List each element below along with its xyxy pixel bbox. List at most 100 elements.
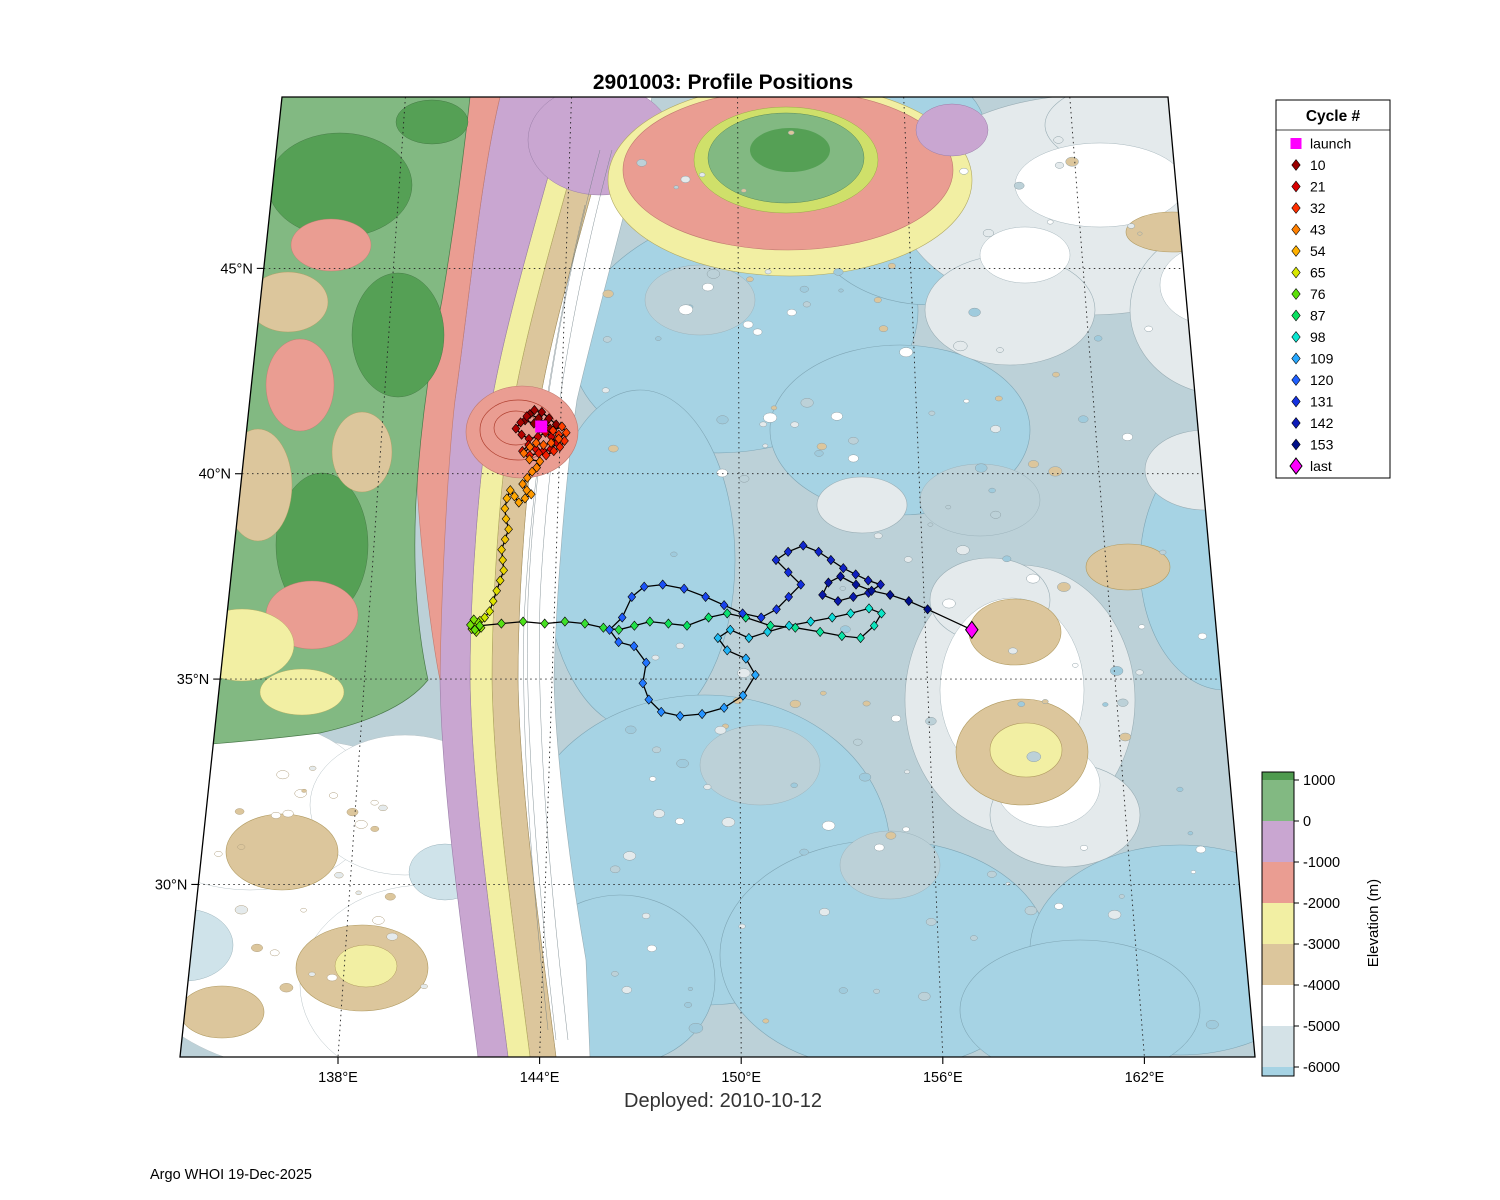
profile-marker (641, 657, 651, 668)
seafloor-speckle (673, 185, 679, 190)
seafloor-speckle (1054, 902, 1064, 910)
seafloor-speckle (1028, 460, 1039, 469)
seafloor-speckle (608, 444, 619, 453)
legend-launch-marker (1290, 138, 1302, 149)
profile-marker (627, 591, 637, 602)
legend-item-label: 76 (1310, 286, 1326, 302)
seafloor-speckle (721, 817, 736, 828)
profile-marker (499, 565, 508, 576)
seafloor-speckle (355, 890, 362, 895)
seafloor-speckle (1176, 786, 1184, 792)
profile-marker (771, 554, 781, 566)
colorbar-frame (1261, 771, 1295, 1077)
seafloor-speckle (279, 983, 294, 993)
profile-marker (772, 604, 781, 615)
seafloor-speckle (1052, 371, 1060, 378)
seafloor-speckle (1072, 662, 1079, 668)
seafloor-speckle (799, 848, 809, 856)
seafloor-speckle (1190, 870, 1196, 874)
seafloor-speckle (737, 668, 751, 678)
profile-marker (885, 589, 895, 600)
meridian-gridline (903, 97, 944, 1057)
seafloor-speckle (641, 912, 651, 919)
profile-marker (814, 546, 823, 557)
seafloor-speckle (790, 782, 798, 788)
seafloor-speckle (214, 851, 223, 857)
profile-marker (525, 454, 534, 465)
profile-marker (526, 489, 536, 500)
profile-marker (466, 619, 475, 630)
colorbar-body: 1000 0 -1000 -2000 -3000 -4000 -5000 -6000 (1261, 771, 1340, 1077)
seafloor-speckle (802, 301, 811, 308)
profile-marker (876, 579, 885, 590)
profile-marker (815, 626, 825, 637)
seafloor-speckle (1195, 845, 1206, 854)
seafloor-speckle (309, 765, 317, 771)
seafloor-speckle (234, 905, 249, 915)
y-tick-label: 45°N (220, 261, 252, 277)
seafloor-speckle (675, 817, 685, 825)
y-tick-label: 35°N (177, 672, 209, 688)
seafloor-speckle (904, 769, 911, 774)
profile-marker (540, 618, 549, 629)
profile-marker (756, 612, 766, 623)
profile-marker (488, 596, 498, 607)
seamount-speckles (214, 130, 1219, 1034)
profile-marker (675, 710, 685, 722)
seafloor-speckle (372, 916, 385, 925)
float-track (466, 405, 979, 722)
seafloor-speckle (848, 436, 859, 445)
seafloor-speckle (1017, 701, 1026, 707)
profile-marker (511, 423, 521, 434)
seafloor-speckle (611, 971, 619, 977)
profile-marker (704, 612, 713, 623)
profile-marker (500, 503, 510, 514)
legend-marker (1291, 395, 1301, 408)
seafloor-speckle (354, 820, 368, 829)
profile-marker (525, 441, 535, 453)
x-tick-label: 162°E (1125, 1070, 1165, 1086)
profile-marker (726, 624, 735, 635)
basin-patches (644, 264, 1041, 900)
colorbar-tick-label: -5000 (1303, 1019, 1340, 1035)
profile-marker (510, 491, 519, 502)
seafloor-speckle (1053, 136, 1064, 144)
seafloor-speckle (623, 851, 637, 861)
colorbar-tick-label: 0 (1303, 814, 1311, 830)
seafloor-speckle (1046, 219, 1054, 225)
profile-marker (539, 439, 548, 451)
profile-marker (904, 596, 914, 607)
profile-marker (639, 581, 649, 592)
seafloor-speckle (918, 991, 931, 1001)
colorbar-tick-label: -3000 (1303, 937, 1340, 953)
profile-marker (516, 417, 525, 428)
seafloor-speckle (276, 770, 290, 780)
rise-bank-crest (989, 722, 1063, 778)
profile-marker (824, 577, 833, 588)
profile-marker (664, 618, 673, 629)
seafloor-speckle (703, 784, 712, 790)
profile-marker (506, 485, 515, 496)
seafloor-speckle (838, 288, 844, 293)
seafloor-speckle (714, 725, 727, 735)
colorbar-tick-label: -4000 (1303, 978, 1340, 994)
legend-marker (1291, 266, 1301, 279)
profile-marker (751, 669, 760, 681)
legend-item-label: 120 (1310, 372, 1334, 388)
profile-marker (719, 702, 729, 713)
cycle-legend: Cycle # launch 10 21 32 43 54 65 76 87 98 109 120 13… (1275, 99, 1391, 479)
profile-marker (798, 540, 808, 551)
profile-marker (522, 411, 532, 422)
profile-marker (548, 425, 558, 436)
profile-marker (784, 620, 794, 631)
profile-marker (555, 441, 565, 453)
seafloor-speckle (800, 398, 814, 408)
seafloor-speckle (903, 556, 913, 563)
seafloor-speckle (1026, 573, 1040, 584)
seafloor-speckle (646, 944, 657, 952)
seafloor-speckle (676, 758, 689, 769)
seafloor-speckle (902, 826, 910, 832)
seafloor-speckle (1026, 751, 1042, 762)
profile-marker (839, 563, 848, 574)
